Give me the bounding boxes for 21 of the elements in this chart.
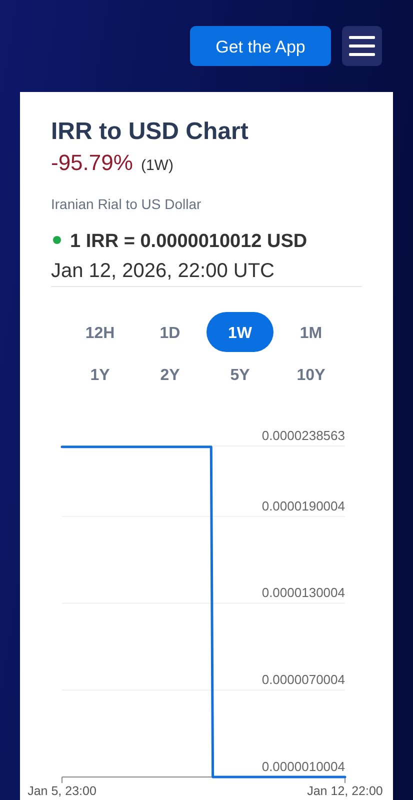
chart-title: IRR to USD Chart: [51, 118, 248, 145]
text: -95.79%: [51, 150, 133, 175]
y-tick-label: 0.0000010004: [262, 759, 345, 774]
text: 1M: [300, 325, 322, 342]
text: 1D: [160, 325, 180, 342]
text: 1Y: [90, 367, 110, 384]
text: 5Y: [230, 367, 250, 384]
text: 10Y: [296, 367, 326, 384]
text: 12H: [85, 325, 115, 342]
chart-subtitle: Iranian Rial to US Dollar: [51, 196, 202, 212]
text: 1 IRR = 0.0000010012 USD: [70, 231, 308, 252]
x-tick-label: Jan 12, 22:00: [307, 784, 383, 798]
y-tick-label: 0.0000190004: [262, 498, 345, 514]
y-tick-label: 0.0000130004: [262, 585, 345, 600]
text: (1W): [140, 157, 174, 174]
y-tick-label: 0.0000070004: [262, 672, 345, 688]
text: 2Y: [160, 367, 180, 384]
y-tick-label: 0.0000238563: [262, 428, 345, 443]
x-tick-label: Jan 5, 23:00: [28, 784, 96, 798]
text: Jan 12, 2026, 22:00 UTC: [51, 260, 274, 282]
get-app-button[interactable]: Get the App: [190, 26, 331, 66]
